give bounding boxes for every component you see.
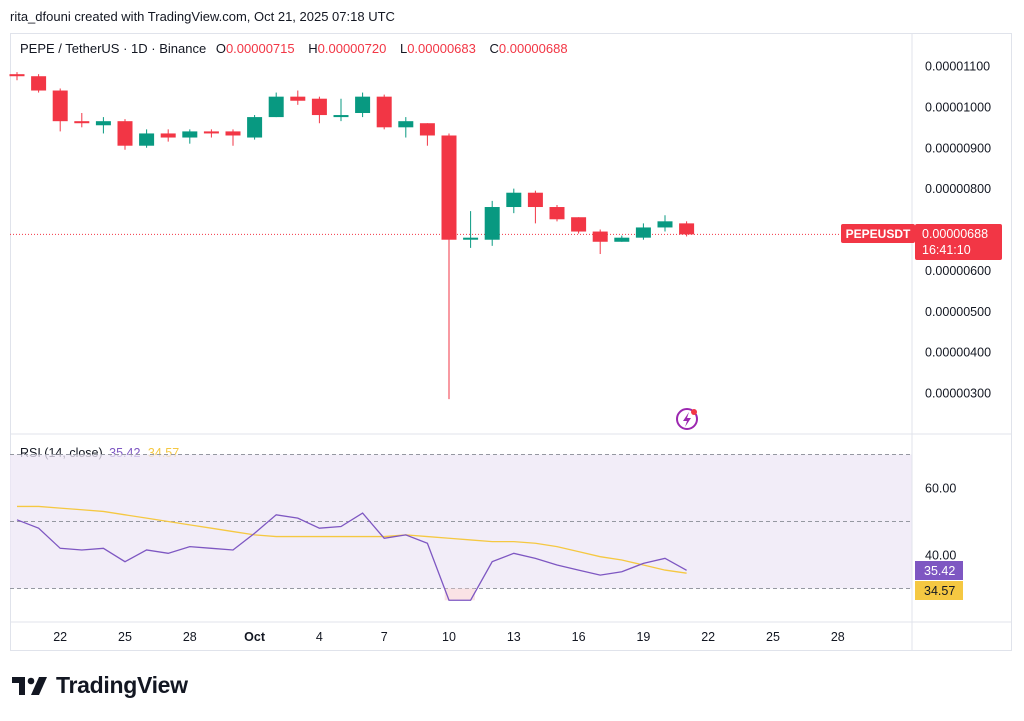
time-tick-label: 25: [118, 630, 132, 644]
rsi-tag-text: 35.42: [924, 564, 955, 578]
price-tag-symbol: PEPEUSDT: [846, 227, 911, 241]
candle: [635, 223, 651, 240]
last-price-tag: PEPEUSDT 0.00000688 16:41:10: [841, 224, 1002, 260]
price-tick-label: 0.00000400: [925, 346, 991, 360]
rsi-axis[interactable]: 60.00 40.00: [925, 482, 956, 563]
price-legend: PEPE / TetherUS · 1D · Binance O0.000007…: [20, 41, 578, 56]
price-tag-value: 0.00000688: [922, 227, 988, 241]
rsi-line: [16, 512, 687, 601]
candle: [679, 221, 695, 237]
open-value: 0.00000715: [225, 41, 295, 56]
candle: [657, 215, 673, 232]
time-tick-label: 19: [636, 630, 650, 644]
candle: [52, 88, 68, 132]
symbol-title[interactable]: PEPE / TetherUS · 1D · Binance: [20, 41, 207, 56]
time-tick-label: 10: [442, 630, 456, 644]
candle: [376, 94, 392, 130]
rsi-ma-line: [17, 505, 687, 574]
low-label: L: [399, 41, 408, 56]
candle: [139, 129, 155, 148]
rsi-oversold-fill: [444, 588, 475, 601]
candle: [31, 74, 47, 93]
tradingview-logo[interactable]: TradingView: [12, 672, 188, 699]
high-label: H: [308, 41, 318, 56]
time-axis[interactable]: 22 25 28 Oct 4 7 10 13 16 19 22 25 28: [10, 33, 1012, 651]
candle: [290, 90, 306, 105]
price-tick-label: 0.00000300: [925, 387, 991, 401]
open-label: O: [215, 41, 226, 56]
candle: [182, 129, 198, 144]
time-tick-label: Oct: [244, 630, 266, 644]
rsi-tick-label: 60.00: [925, 482, 956, 496]
candle: [614, 235, 630, 242]
high-value: 0.00000720: [317, 41, 387, 56]
time-tick-label: 4: [316, 630, 323, 644]
candle: [117, 119, 133, 150]
time-tick-label: 22: [53, 630, 67, 644]
candle: [441, 133, 457, 400]
candles-group: [9, 72, 695, 400]
price-tag-countdown: 16:41:10: [922, 243, 971, 257]
price-tick-label: 0.00000800: [925, 182, 991, 196]
tradingview-wordmark: TradingView: [56, 672, 188, 698]
candle: [247, 115, 263, 140]
time-tick-label: 16: [572, 630, 586, 644]
header-attribution: rita_dfouni created with TradingView.com…: [10, 9, 395, 24]
lightning-icon[interactable]: [676, 408, 698, 430]
candle: [95, 117, 111, 134]
chart-frame: [10, 33, 1012, 651]
candle: [592, 229, 608, 255]
price-tick-label: 0.00001000: [925, 100, 991, 114]
price-tick-label: 0.00001100: [925, 60, 990, 74]
rsi-ma-tag-text: 34.57: [924, 584, 955, 598]
candle: [463, 211, 479, 248]
time-tick-label: 28: [183, 630, 197, 644]
candle: [9, 72, 25, 81]
candle: [311, 96, 327, 124]
low-value: 0.00000683: [407, 41, 476, 56]
candle: [398, 117, 414, 138]
price-tick-label: 0.00000600: [925, 264, 991, 278]
rsi-ma-value-tag: 34.57: [915, 581, 963, 600]
rsi-tick-label: 40.00: [925, 549, 956, 563]
candle: [506, 188, 522, 214]
close-label: C: [489, 41, 499, 56]
time-tick-label: 7: [381, 630, 388, 644]
time-tick-label: 13: [507, 630, 521, 644]
rsi-lines: [16, 505, 687, 601]
candle: [203, 129, 219, 138]
time-tick-label: 22: [701, 630, 715, 644]
candle: [571, 217, 587, 234]
tradingview-logo-icon: [12, 676, 47, 695]
rsi-value-tag: 35.42: [915, 561, 963, 580]
candle: [225, 129, 241, 146]
price-tick-label: 0.00000900: [925, 141, 991, 155]
time-tick-label: 25: [766, 630, 780, 644]
candle: [355, 92, 371, 118]
price-tick-label: 0.00000500: [925, 305, 991, 319]
candle: [419, 123, 435, 146]
candle: [549, 204, 565, 222]
chart-canvas[interactable]: 0.00001100 0.00001000 0.00000900 0.00000800…: [0, 0, 1024, 660]
candle: [160, 129, 176, 142]
candle: [74, 113, 90, 128]
candle: [484, 200, 500, 246]
close-value: 0.00000688: [498, 41, 568, 56]
price-axis[interactable]: 0.00001100 0.00001000 0.00000900 0.00000800…: [925, 60, 991, 401]
candle: [333, 98, 349, 122]
time-tick-label: 28: [831, 630, 845, 644]
candle: [527, 190, 543, 224]
candle: [268, 92, 284, 118]
